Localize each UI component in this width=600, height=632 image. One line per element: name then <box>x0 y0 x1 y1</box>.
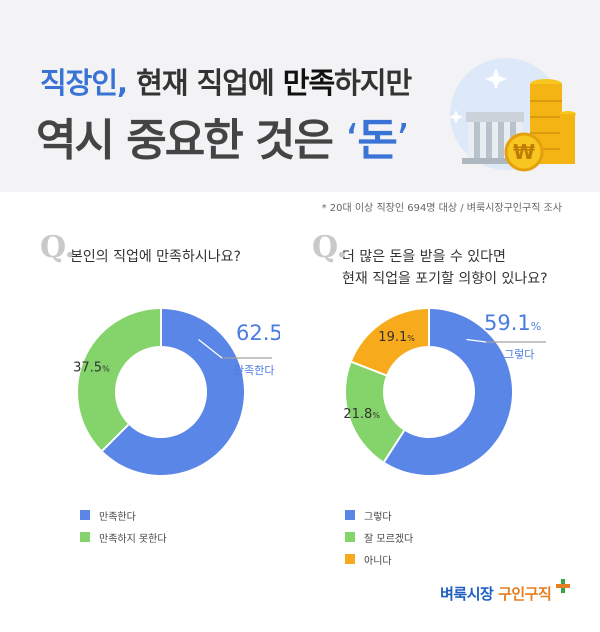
title-quote-close: ’ <box>395 115 410 166</box>
chart-2-slice-0 <box>384 309 512 475</box>
won-coin-symbol: ₩ <box>513 140 535 164</box>
donut-chart-quit-intent: 21.8% 19.1% 59.1% 그렇다 <box>343 309 546 475</box>
chart-1-slice-0 <box>102 309 244 475</box>
legend-2-label-2: 아니다 <box>364 555 392 567</box>
brand-name-part1: 벼룩시장 <box>440 585 494 603</box>
legend-1-item-0: 만족한다 <box>80 504 167 526</box>
title-line1-segment-0: 직장인, <box>40 66 128 100</box>
chart-2-separator-1 <box>383 430 405 463</box>
legend-2-item-0: 그렇다 <box>345 504 413 526</box>
chart-1-callout-value: 62.5% <box>236 321 280 345</box>
chart-2-value-label-2: 19.1% <box>378 330 415 345</box>
chart-2-slice-1 <box>346 361 405 462</box>
title-highlight: 돈 <box>357 115 398 166</box>
title-line1-segment-1: 현재 직업에 <box>127 66 283 100</box>
header-banner: 직장인, 현재 직업에 만족하지만 역시 중요한 것은 ‘돈’ ₩ <box>0 0 600 192</box>
legend-1-label-0: 만족한다 <box>99 511 136 523</box>
legend-2-swatch-1 <box>345 532 355 542</box>
legend-2-label-0: 그렇다 <box>364 511 392 523</box>
legend-2-swatch-0 <box>345 510 355 520</box>
question-1-mark: Q. <box>40 230 76 265</box>
question-1-line-1: 본인의 직업에 만족하시나요? <box>70 249 241 265</box>
question-1: Q. 본인의 직업에 만족하시나요? <box>40 233 241 268</box>
plus-mark-icon <box>556 579 570 593</box>
legend-2-label-1: 잘 모르겠다 <box>364 533 414 545</box>
legend-1-item-1: 만족하지 못한다 <box>80 526 167 548</box>
question-2: Q. 더 많은 돈을 받을 수 있다면 현재 직업을 포기할 의향이 있나요? <box>312 233 548 290</box>
chart-2-slice-2 <box>351 309 429 376</box>
legend-1-label-1: 만족하지 못한다 <box>99 533 167 545</box>
chart-2-callout-label: 그렇다 <box>504 348 534 361</box>
chart-1-slice-1 <box>78 309 161 451</box>
chart-2-callout-value: 59.1% <box>484 311 541 335</box>
brand-name-part2: 구인구직 <box>498 585 552 603</box>
chart-2-value-label-1: 21.8% <box>343 407 380 422</box>
question-2-line-1: 더 많은 돈을 받을 수 있다면 <box>342 249 506 265</box>
title-line1: 직장인, 현재 직업에 만족하지만 <box>40 60 412 102</box>
legend-2-swatch-2 <box>345 554 355 564</box>
title-line2: 역시 중요한 것은 ‘돈’ <box>36 104 410 168</box>
question-2-mark: Q. <box>312 230 348 265</box>
survey-note: * 20대 이상 직장인 694명 대상 / 벼룩시장구인구직 조사 <box>321 203 562 214</box>
chart-1-value-label-1: 37.5% <box>73 360 110 375</box>
chart-1-separator-1 <box>101 423 130 452</box>
title-line2-prefix: 역시 중요한 것은 <box>36 115 346 166</box>
legend-1-swatch-1 <box>80 532 90 542</box>
chart-1-callout-label: 만족한다 <box>234 364 274 377</box>
question-2-line-2: 현재 직업을 포기할 의향이 있나요? <box>342 271 548 287</box>
money-illustration-icon: ₩ <box>449 58 576 172</box>
legend-2-item-1: 잘 모르겠다 <box>345 526 413 548</box>
chart-2-separator-2 <box>351 360 387 377</box>
title-quote-open: ‘ <box>345 115 359 166</box>
legend-2-item-2: 아니다 <box>345 548 413 570</box>
brand-logo: 벼룩시장 구인구직 <box>440 579 570 604</box>
title-line1-segment-2: 만족 <box>282 66 335 100</box>
title-line1-segment-3: 하지만 <box>334 66 412 100</box>
donut-chart-satisfaction: 37.5% 62.5% 만족한다 <box>73 309 280 475</box>
legend-1-swatch-0 <box>80 510 90 520</box>
